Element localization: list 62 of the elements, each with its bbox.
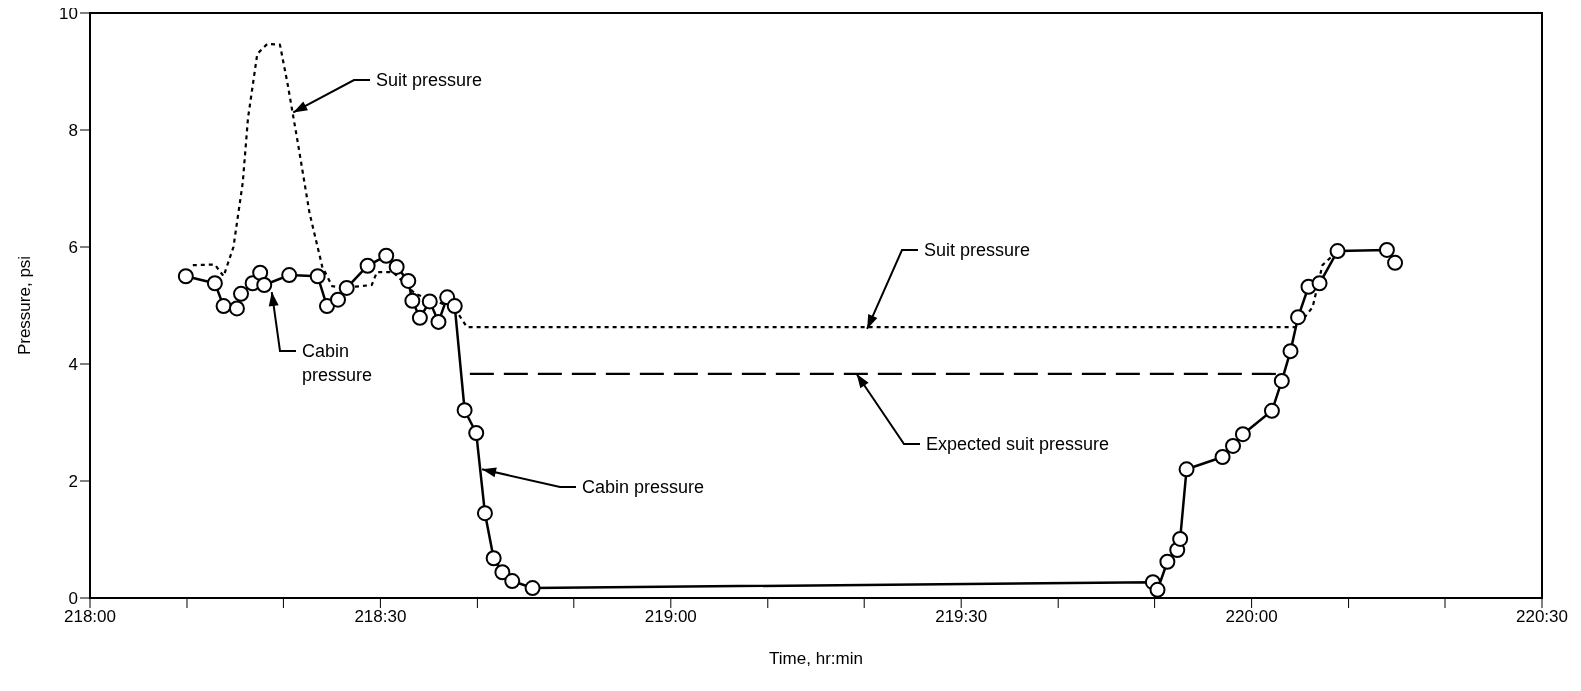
y-tick-label: 8 <box>68 121 78 141</box>
point <box>359 257 376 274</box>
annotation: Cabin pressure <box>302 341 373 385</box>
x-tick-label: 218:30 <box>354 607 407 627</box>
point <box>1329 243 1346 260</box>
point <box>338 279 355 296</box>
x-tick-label: 219:30 <box>935 607 988 627</box>
point <box>1225 437 1242 454</box>
point <box>215 298 232 315</box>
point <box>256 277 273 294</box>
point <box>252 264 269 281</box>
point <box>1149 581 1166 598</box>
point <box>485 550 502 567</box>
annotation: Cabin pressure <box>582 477 705 497</box>
annotation: Suit pressure <box>376 70 483 90</box>
point <box>524 580 541 597</box>
point <box>504 573 521 590</box>
point <box>421 293 438 310</box>
point <box>1273 372 1290 389</box>
point <box>1378 241 1395 258</box>
point <box>494 564 511 581</box>
point <box>1172 530 1189 547</box>
point <box>309 268 326 285</box>
y-tick-label: 4 <box>68 355 78 375</box>
annotation: Expected suit pressure <box>926 434 1110 454</box>
point <box>177 268 194 285</box>
point <box>228 300 245 317</box>
y-tick-label: 0 <box>68 589 78 609</box>
point <box>476 505 493 522</box>
point <box>388 258 405 275</box>
point <box>1290 309 1307 326</box>
point <box>404 292 421 309</box>
point <box>1311 275 1328 292</box>
point <box>206 275 223 292</box>
point <box>318 298 335 315</box>
point <box>1282 343 1299 360</box>
point <box>1263 402 1280 419</box>
x-axis-title: Time, hr:min <box>769 649 863 668</box>
point <box>1214 449 1231 466</box>
point <box>1234 426 1251 443</box>
y-tick-label: 6 <box>68 238 78 258</box>
point <box>1178 461 1195 478</box>
y-tick-label: 10 <box>59 4 78 24</box>
point <box>281 267 298 284</box>
x-tick-label: 219:00 <box>644 607 697 627</box>
point <box>400 272 417 289</box>
point <box>446 298 463 315</box>
point <box>456 402 473 419</box>
point <box>1387 254 1404 271</box>
point <box>411 309 428 326</box>
point <box>1159 553 1176 570</box>
x-tick-label: 220:30 <box>1516 607 1568 627</box>
point <box>430 313 447 330</box>
x-tick-label: 218:00 <box>64 607 116 627</box>
point <box>233 285 250 302</box>
y-axis-title: Pressure, psi <box>15 255 35 356</box>
point <box>468 425 485 442</box>
annotation: Suit pressure <box>924 240 1031 260</box>
point <box>330 291 346 308</box>
x-tick-label: 220:00 <box>1225 607 1278 627</box>
point <box>378 247 395 264</box>
y-tick-label: 2 <box>68 472 78 492</box>
